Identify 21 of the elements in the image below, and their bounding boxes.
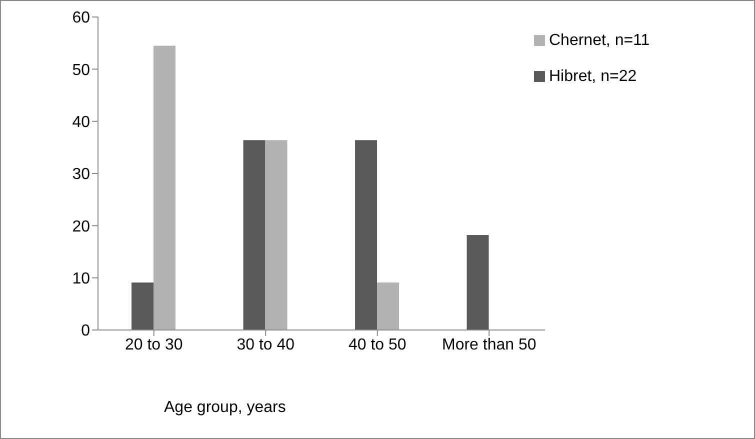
- y-tick-label: 60: [72, 10, 90, 27]
- bar: [466, 235, 489, 330]
- y-tick-label: 10: [72, 270, 90, 288]
- bar: [243, 140, 266, 330]
- x-tick-label: More than 50: [442, 336, 536, 354]
- y-tick-label: 50: [72, 62, 90, 79]
- y-tick-label: 20: [72, 218, 90, 236]
- bar: [377, 282, 400, 330]
- bar: [132, 282, 154, 330]
- y-tick-label: 40: [72, 114, 90, 132]
- x-tick-label: 20 to 30: [124, 336, 183, 354]
- bar: [154, 46, 176, 330]
- legend-label: Chernet, n=11: [549, 32, 650, 49]
- y-tick-label: 30: [72, 166, 90, 184]
- bar: [355, 140, 378, 330]
- legend-label: Hibret, n=22: [549, 68, 637, 85]
- x-axis-title: Age group, years: [164, 399, 286, 417]
- y-tick-label: 0: [81, 322, 90, 340]
- x-tick-label: 40 to 50: [348, 336, 406, 354]
- bar: [265, 140, 288, 330]
- x-tick-label: 30 to 40: [236, 336, 295, 354]
